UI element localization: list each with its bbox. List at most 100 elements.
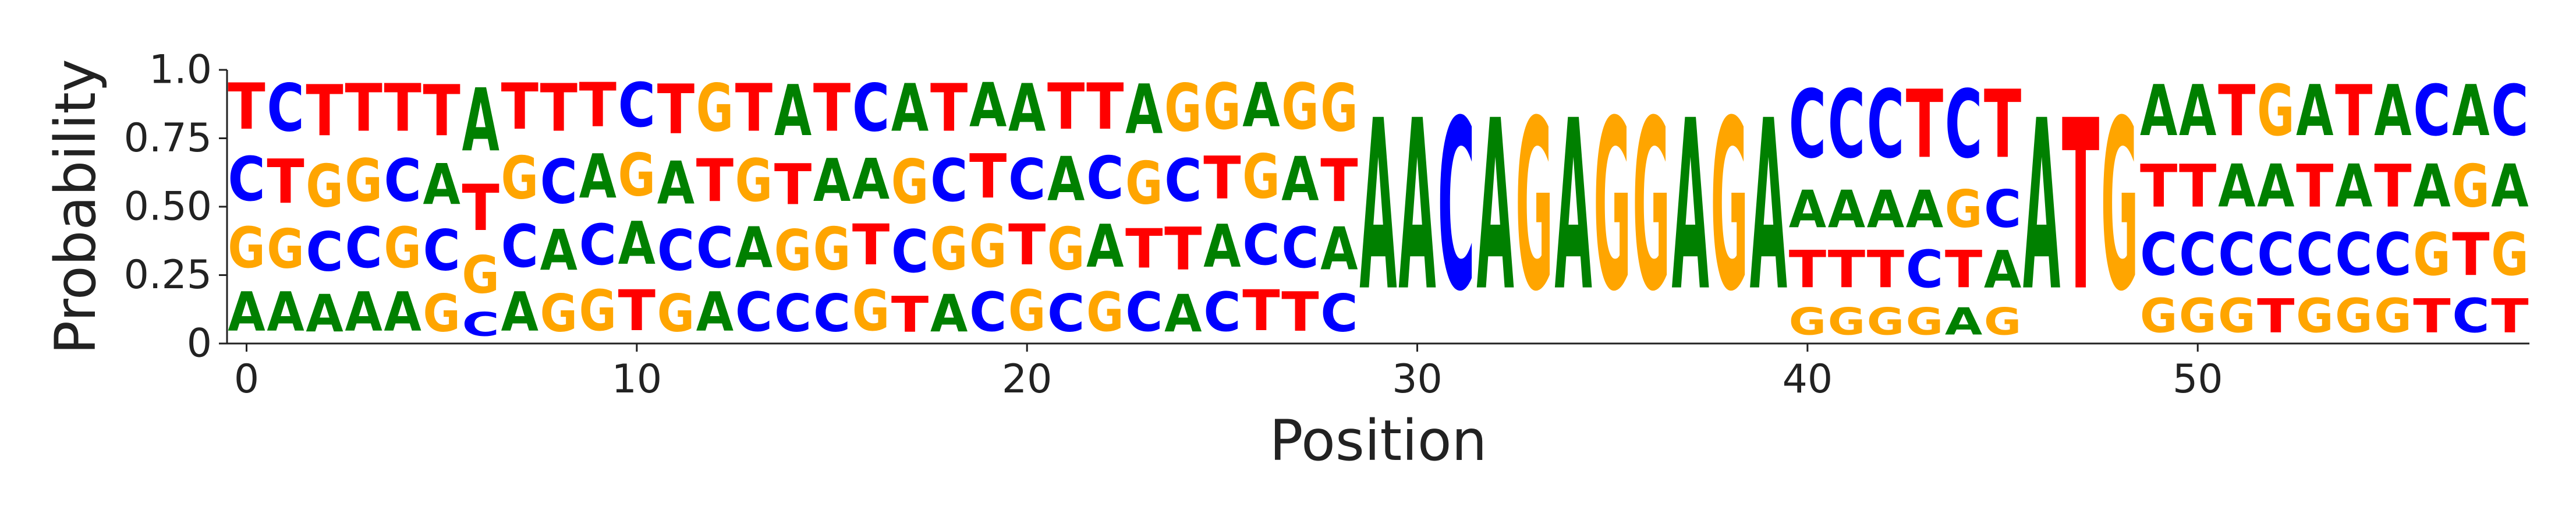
logo-letter-T: T — [1281, 281, 1319, 344]
logo-letter-C: C — [462, 306, 499, 344]
logo-letter-G: G — [2101, 71, 2138, 344]
logo-letter-G: G — [228, 215, 265, 281]
y-tick-label: 0.50 — [124, 184, 212, 230]
logo-letter-A: A — [1047, 144, 1085, 215]
logo-letter-T: T — [2218, 70, 2256, 152]
logo-letter-C: C — [657, 217, 695, 283]
logo-letter-T: T — [501, 70, 538, 144]
logo-letter-A: A — [2257, 152, 2294, 221]
logo-letter-G: G — [852, 278, 890, 344]
logo-letter-C: C — [1047, 283, 1085, 343]
logo-letter-C: C — [2257, 221, 2294, 289]
logo-letter-T: T — [2062, 70, 2100, 342]
logo-letter-A: A — [501, 281, 538, 344]
logo-letter-C: C — [1984, 179, 2021, 239]
logo-letter-C: C — [540, 147, 577, 217]
logo-letter-C: C — [2491, 70, 2528, 152]
logo-letter-A: A — [1750, 71, 1788, 343]
logo-letter-C: C — [1828, 70, 1865, 179]
logo-letter-T: T — [2179, 153, 2216, 220]
logo-letter-A: A — [2491, 152, 2528, 221]
logo-letter-A: A — [1867, 180, 1904, 240]
logo-letter-C: C — [423, 217, 460, 283]
logo-letter-A: A — [2296, 70, 2333, 152]
logo-letter-G: G — [306, 153, 343, 221]
logo-letter-T: T — [2335, 70, 2373, 152]
logo-letter-G: G — [696, 70, 734, 146]
logo-letter-G: G — [1047, 215, 1085, 284]
logo-letter-C: C — [696, 215, 734, 281]
logo-letter-G: G — [1086, 281, 1124, 344]
logo-letter-C: C — [813, 283, 851, 343]
logo-letter-T: T — [2452, 221, 2489, 288]
logo-letter-C: C — [501, 213, 538, 281]
logo-letter-C: C — [267, 70, 304, 147]
logo-letter-C: C — [384, 147, 421, 215]
logo-letter-G: G — [2218, 289, 2255, 344]
logo-letter-G: G — [2296, 289, 2333, 344]
logo-letter-C: C — [735, 281, 773, 344]
logo-letter-A: A — [345, 281, 382, 344]
logo-letter-A: A — [618, 209, 655, 278]
logo-letter-T: T — [2257, 289, 2295, 344]
logo-letter-G: G — [423, 283, 460, 344]
y-tick-label: 0.25 — [124, 252, 212, 298]
logo-letter-T: T — [618, 278, 655, 344]
logo-letter-C: C — [774, 283, 812, 343]
logo-letter-G: G — [735, 147, 773, 215]
logo-letter-C: C — [891, 218, 929, 286]
logo-letter-T: T — [1086, 70, 1124, 144]
logo-letter-T: T — [1125, 218, 1163, 281]
logo-letter-A: A — [735, 215, 773, 281]
logo-letter-A: A — [1359, 71, 1397, 343]
logo-letter-G: G — [1828, 299, 1865, 343]
logo-letter-G: G — [813, 215, 851, 284]
logo-letter-G: G — [2491, 221, 2528, 289]
logo-letter-A: A — [228, 281, 265, 344]
logo-letter-G: G — [1984, 299, 2021, 343]
logo-letter-C: C — [2218, 221, 2255, 289]
logo-letter-A: A — [462, 70, 499, 171]
logo-letter-T: T — [1047, 70, 1085, 144]
logo-letter-A: A — [2179, 70, 2216, 152]
logo-letter-T: T — [306, 70, 343, 152]
y-tick-label: 0.75 — [124, 115, 212, 161]
logo-letter-C: C — [1281, 215, 1319, 281]
logo-letter-T: T — [1906, 71, 1943, 180]
logo-letter-T: T — [423, 70, 461, 152]
logo-letter-A: A — [2140, 70, 2177, 152]
logo-letter-C: C — [2335, 221, 2372, 289]
logo-letter-C: C — [930, 147, 968, 215]
logo-letter-T: T — [2413, 289, 2451, 344]
logo-letter-G: G — [1164, 70, 1202, 146]
logo-letter-A: A — [1242, 70, 1280, 141]
logo-letter-A: A — [1320, 215, 1358, 284]
logo-letter-C: C — [1203, 281, 1241, 344]
logo-letter-A: A — [267, 281, 304, 344]
logo-letter-C: C — [1242, 212, 1280, 278]
logo-letter-T: T — [696, 147, 734, 214]
logo-letter-A: A — [1398, 71, 1436, 343]
logo-letter-A: A — [2452, 70, 2489, 152]
logo-letter-A: A — [1789, 180, 1826, 240]
logo-letter-G: G — [1242, 141, 1280, 212]
logo-letter-A: A — [930, 284, 968, 344]
logo-letter-T: T — [1164, 215, 1202, 283]
logo-letter-G: G — [1867, 299, 1904, 343]
logo-letter-C: C — [2140, 221, 2177, 289]
logo-letter-C: C — [1086, 144, 1124, 213]
logo-letter-G: G — [540, 283, 577, 344]
logo-letter-T: T — [2491, 289, 2529, 344]
logo-letter-C: C — [618, 70, 655, 141]
logo-letter-C: C — [1320, 283, 1358, 343]
y-axis-label: Probability — [43, 59, 108, 354]
logo-letter-A: A — [2374, 70, 2411, 152]
logo-letter-G: G — [618, 141, 655, 210]
logo-letter-A: A — [1984, 240, 2021, 300]
logo-letter-T: T — [1828, 239, 1865, 299]
logo-letter-C: C — [306, 221, 343, 284]
logo-letter-A: A — [2023, 71, 2061, 343]
logo-letter-A: A — [1281, 144, 1319, 215]
logo-letter-A: A — [969, 70, 1007, 141]
logo-letter-G: G — [657, 283, 695, 344]
